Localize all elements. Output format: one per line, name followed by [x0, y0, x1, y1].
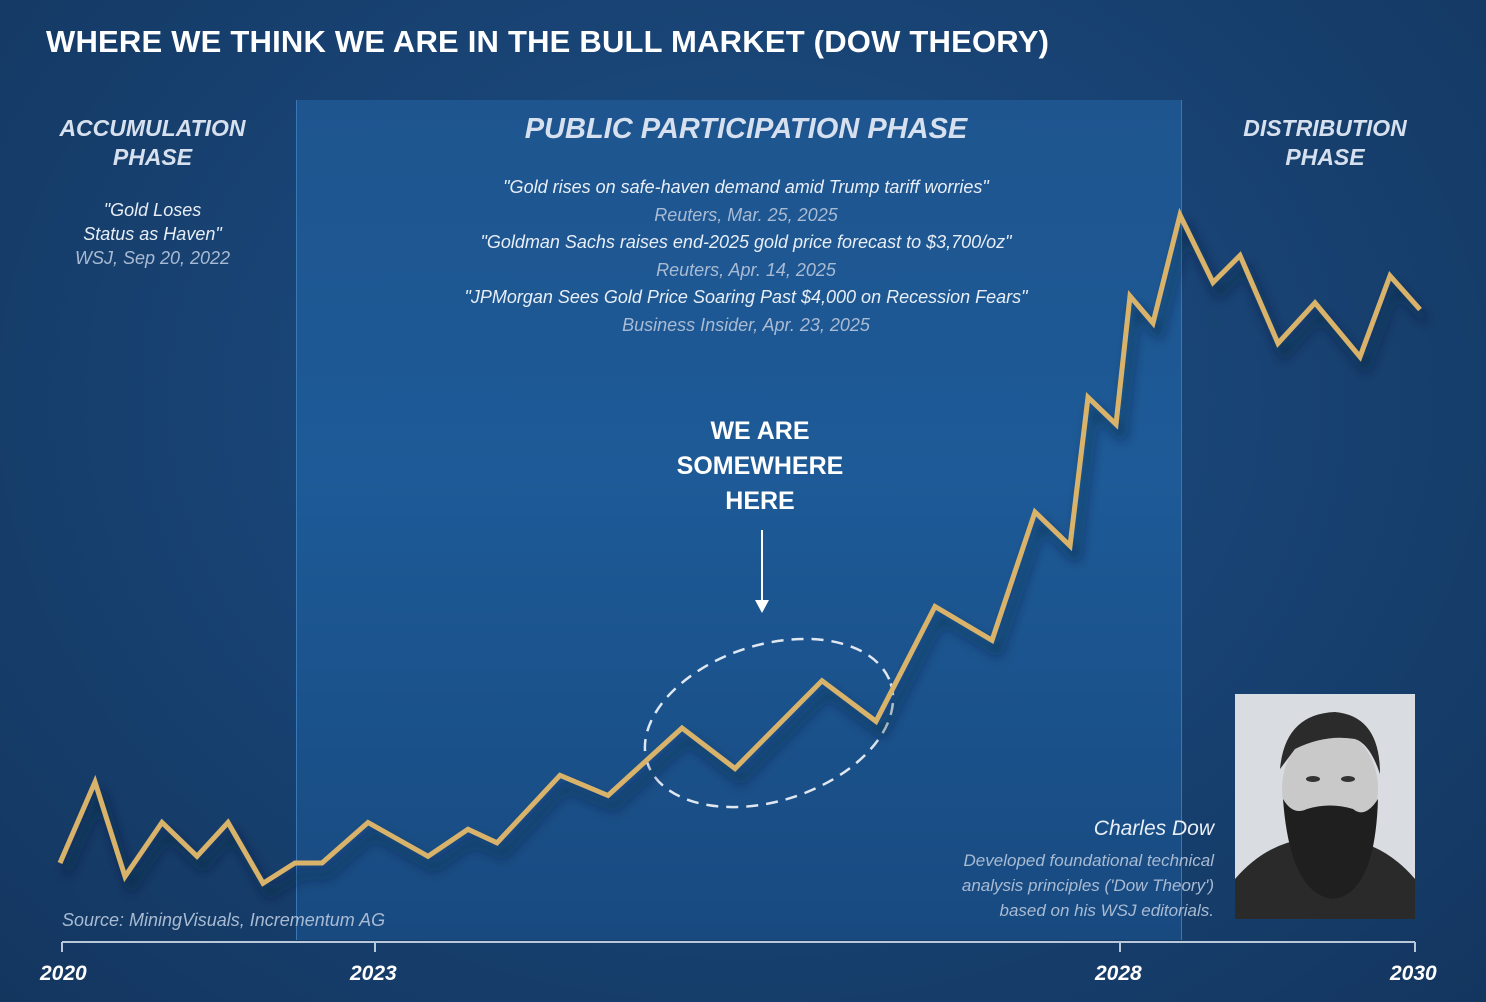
accumulation-quote: "Gold Loses Status as Haven" WSJ, Sep 20… [40, 198, 265, 270]
quote-text: "Goldman Sachs raises end-2025 gold pric… [480, 232, 1012, 252]
annotation-line: WE ARE [710, 417, 810, 445]
quote-source: Reuters, Mar. 25, 2025 [654, 204, 838, 225]
desc-line: analysis principles ('Dow Theory') [961, 876, 1214, 895]
we-are-here-annotation: WE ARE SOMEWHERE HERE [640, 414, 880, 519]
desc-line: Developed foundational technical [963, 851, 1214, 870]
distribution-phase-label: DISTRIBUTION PHASE [1215, 114, 1435, 172]
source-note: Source: MiningVisuals, Incrementum AG [62, 910, 386, 930]
x-tick-label: 2028 [1095, 962, 1142, 985]
x-tick-label: 2020 [40, 962, 87, 985]
label-line: PHASE [112, 144, 193, 170]
public-quotes: "Gold rises on safe-haven demand amid Tr… [296, 174, 1196, 339]
desc-line: based on his WSJ editorials. [999, 901, 1215, 920]
charles-dow-description: Developed foundational technical analysi… [962, 848, 1214, 923]
quote-text: "JPMorgan Sees Gold Price Soaring Past $… [464, 287, 1028, 307]
highlight-ellipse [643, 637, 895, 809]
quote-source: Reuters, Apr. 14, 2025 [656, 259, 836, 280]
charles-dow-portrait [1235, 694, 1415, 919]
label-line: PHASE [1285, 144, 1365, 170]
x-tick-label: 2023 [350, 962, 397, 985]
charles-dow-name: Charles Dow [1093, 817, 1214, 840]
quote-source: Business Insider, Apr. 23, 2025 [622, 314, 870, 335]
quote-source: WSJ, Sep 20, 2022 [74, 248, 231, 268]
label-line: ACCUMULATION [59, 115, 246, 141]
x-tick-label: 2030 [1390, 962, 1437, 985]
price-line [57, 207, 1422, 887]
chart-title: WHERE WE THINK WE ARE IN THE BULL MARKET… [46, 24, 1050, 59]
quote-line: "Gold Loses [103, 200, 202, 220]
annotation-line: SOMEWHERE [676, 452, 844, 480]
accumulation-phase-label: ACCUMULATION PHASE [40, 114, 265, 172]
annotation-line: HERE [725, 487, 795, 515]
quote-line: Status as Haven" [83, 224, 222, 244]
quote-text: "Gold rises on safe-haven demand amid Tr… [503, 177, 989, 197]
label-line: DISTRIBUTION [1243, 115, 1407, 141]
public-phase-label: PUBLIC PARTICIPATION PHASE [524, 113, 968, 145]
arrow-head-icon [755, 600, 769, 613]
